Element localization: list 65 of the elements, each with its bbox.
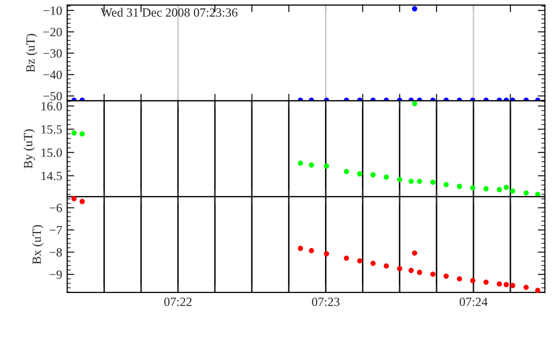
point [370,172,376,178]
y-axis-title: By (uT) [24,129,35,168]
y-tick-label: 14.5 [42,172,62,180]
point [357,258,362,264]
point [444,182,449,188]
point [308,162,314,168]
y-tick-label: −10 [43,6,62,15]
point [308,248,314,254]
point [430,180,436,185]
y-tick-label: −30 [43,49,62,58]
y-tick-label: −7 [50,226,62,234]
point [357,171,362,176]
point [408,268,414,273]
point [324,251,330,256]
y-tick-label: 15.0 [42,148,62,157]
point [504,282,509,288]
point [384,263,389,269]
point [496,281,502,287]
x-tick-label: 07:22 [164,298,192,306]
point [344,256,350,261]
point [510,188,516,194]
point [483,280,489,285]
point [412,101,418,106]
point [397,266,402,272]
point [535,288,540,293]
point [408,178,414,184]
point [456,276,462,282]
point [524,190,529,196]
y-tick-label: −9 [50,270,62,279]
point [80,198,85,204]
point [370,260,376,266]
point [416,178,422,184]
point [344,168,350,174]
y-tick-label: −6 [50,204,62,212]
point [416,270,422,275]
point [470,278,476,284]
point [504,184,509,190]
y-tick-label: 15.5 [42,125,62,134]
point [80,131,85,136]
x-tick-label: 07:23 [312,298,340,306]
annotation: Wed 31 Dec 2008 07:23:36 [100,8,238,17]
x-tick-label: 07:24 [460,298,488,306]
y-tick-label: −50 [43,92,62,100]
point [412,250,418,256]
point [430,272,436,277]
point [324,163,330,169]
y-tick-label: −40 [43,70,62,80]
y-tick-label: −8 [50,248,62,257]
y-axis-title: Bx (uT) [32,225,44,264]
point [397,176,402,182]
point [483,186,489,192]
point [298,160,304,166]
point [524,284,529,290]
y-tick-label: −20 [43,28,62,36]
point [298,246,304,252]
point [71,130,77,136]
y-axis-title: Bz (uT) [26,34,38,72]
point [510,282,516,288]
point [496,187,502,192]
point [470,185,476,190]
point [456,184,462,190]
point [71,196,77,202]
point [444,274,449,279]
point [384,174,389,180]
y-tick-label: 16.0 [42,102,62,110]
